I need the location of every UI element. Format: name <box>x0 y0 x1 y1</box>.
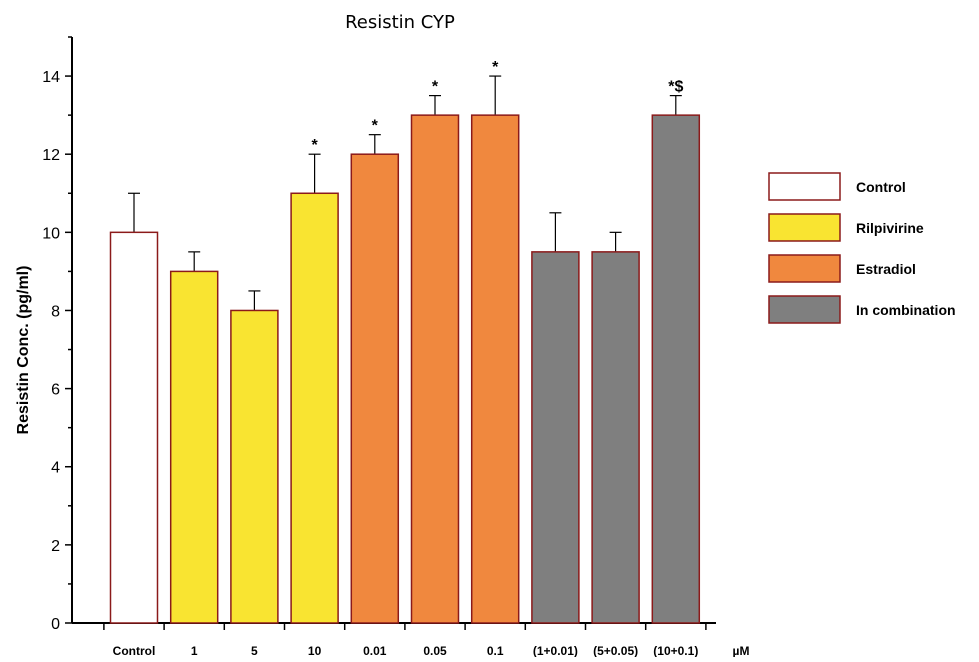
y-tick-label: 8 <box>51 303 60 320</box>
y-tick-label: 0 <box>51 616 60 633</box>
y-tick-label: 6 <box>51 382 60 399</box>
significance-marker: *$ <box>668 79 683 96</box>
bar <box>230 309 279 624</box>
y-axis-label: Resistin Conc. (pg/ml) <box>15 266 32 435</box>
significance-marker: * <box>372 118 379 135</box>
chart-title: Resistin CYP <box>345 12 455 33</box>
unit-label: µM <box>733 644 750 657</box>
y-tick-label: 10 <box>42 225 60 242</box>
x-tick-label: (1+0.01) <box>533 644 578 657</box>
bar <box>169 270 219 624</box>
x-tick-label: 0.05 <box>423 644 447 657</box>
x-tick-label: 10 <box>308 644 322 657</box>
significance-marker: * <box>492 59 499 76</box>
bar <box>109 231 159 624</box>
significance-marker: * <box>311 137 318 154</box>
legend-swatch <box>768 295 841 324</box>
legend: Control Rilpivirine Estradiol In combinatio… <box>768 172 956 324</box>
x-tick-label: (10+0.1) <box>653 644 698 657</box>
legend-label: Rilpivirine <box>856 220 924 236</box>
x-tick-label: 1 <box>191 644 198 657</box>
legend-label: Control <box>856 179 906 195</box>
y-tick-label: 2 <box>51 538 60 555</box>
y-tick-label: 14 <box>42 69 60 86</box>
legend-label: Estradiol <box>856 261 916 277</box>
significance-marker: * <box>432 79 439 96</box>
bars: Control 1 5 * 10 * 0.01 * 0.05 * 0.1 (1+0.01) (5+0.0… <box>109 59 701 658</box>
x-tick-label: Control <box>113 644 156 657</box>
bar <box>651 114 701 624</box>
x-tick-label: (5+0.05) <box>593 644 638 657</box>
y-tick-label: 4 <box>51 460 60 477</box>
x-tick-label: 5 <box>251 644 258 657</box>
legend-swatch <box>768 254 841 283</box>
bar <box>470 114 520 624</box>
bar <box>410 114 460 624</box>
legend-label: In combination <box>856 302 956 318</box>
bar <box>531 251 580 624</box>
legend-swatch <box>768 172 841 201</box>
legend-swatch <box>768 213 841 242</box>
bar <box>591 251 640 624</box>
x-tick-label: 0.1 <box>487 644 504 657</box>
y-tick-label: 12 <box>42 147 60 164</box>
bar <box>290 192 339 624</box>
bar <box>350 153 400 624</box>
x-tick-label: 0.01 <box>363 644 387 657</box>
